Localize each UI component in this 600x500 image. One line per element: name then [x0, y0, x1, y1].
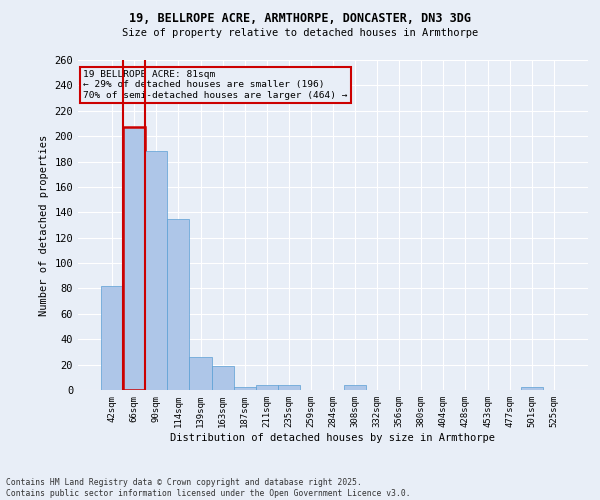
X-axis label: Distribution of detached houses by size in Armthorpe: Distribution of detached houses by size …	[170, 432, 496, 442]
Y-axis label: Number of detached properties: Number of detached properties	[39, 134, 49, 316]
Bar	[344, 385, 366, 390]
Text: 19 BELLROPE ACRE: 81sqm
← 29% of detached houses are smaller (196)
70% of semi-d: 19 BELLROPE ACRE: 81sqm ← 29% of detache…	[83, 70, 347, 100]
Text: 19, BELLROPE ACRE, ARMTHORPE, DONCASTER, DN3 3DG: 19, BELLROPE ACRE, ARMTHORPE, DONCASTER,…	[129, 12, 471, 26]
Bar	[212, 366, 233, 390]
Bar	[145, 152, 167, 390]
Bar	[278, 385, 300, 390]
Bar	[233, 388, 256, 390]
Text: Contains HM Land Registry data © Crown copyright and database right 2025.
Contai: Contains HM Land Registry data © Crown c…	[6, 478, 410, 498]
Bar	[190, 357, 212, 390]
Bar	[123, 128, 145, 390]
Bar	[521, 388, 543, 390]
Bar	[256, 385, 278, 390]
Bar	[167, 218, 190, 390]
Text: Size of property relative to detached houses in Armthorpe: Size of property relative to detached ho…	[122, 28, 478, 38]
Bar	[101, 286, 123, 390]
